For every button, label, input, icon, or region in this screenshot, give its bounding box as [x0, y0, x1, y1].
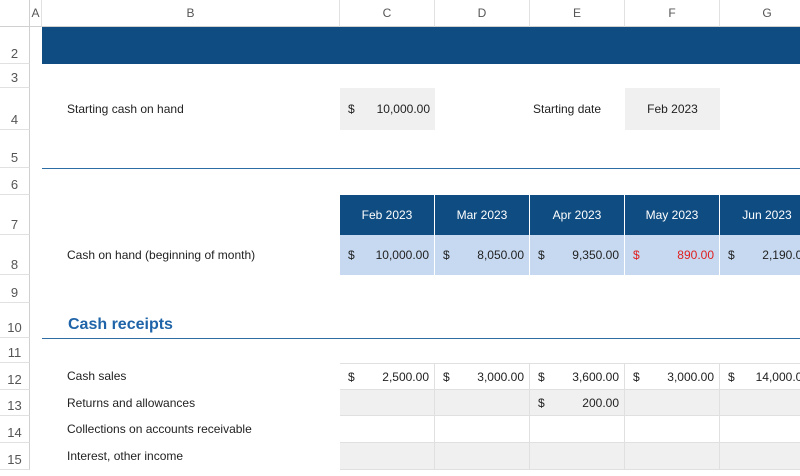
currency: $ — [728, 248, 735, 262]
amount: 2,500.00 — [382, 370, 429, 384]
month-header: Jun 2023 — [720, 195, 800, 235]
row-header: 11 — [0, 338, 30, 363]
cash-on-hand-cell: $2,190.00 — [720, 235, 800, 275]
currency: $ — [348, 248, 355, 262]
starting-cash-cell: $10,000.00 — [340, 88, 435, 130]
month-header: Apr 2023 — [530, 195, 625, 235]
row-header: 7 — [0, 195, 30, 235]
month-header: May 2023 — [625, 195, 720, 235]
receipt-cell — [435, 416, 530, 443]
label: Starting date — [533, 102, 602, 116]
column-header: D — [435, 0, 530, 27]
currency: $ — [633, 370, 640, 384]
row-header: 15 — [0, 443, 30, 470]
label: Returns and allowances — [67, 396, 196, 410]
month-header: Mar 2023 — [435, 195, 530, 235]
row-header: 2 — [0, 27, 30, 64]
currency: $ — [443, 248, 450, 262]
receipt-cell: $200.00 — [530, 390, 625, 416]
title-banner — [42, 27, 800, 64]
column-header: A — [30, 0, 42, 27]
row-header: 8 — [0, 235, 30, 275]
receipt-cell — [340, 416, 435, 443]
receipt-cell: $3,000.00 — [625, 363, 720, 390]
receipt-cell — [720, 443, 800, 470]
receipt-cell: $2,500.00 — [340, 363, 435, 390]
currency: $ — [633, 248, 640, 262]
label: Interest, other income — [67, 449, 184, 463]
receipt-cell: $14,000.00 — [720, 363, 800, 390]
row-header: 5 — [0, 130, 30, 168]
receipt-cell — [720, 390, 800, 416]
column-header: E — [530, 0, 625, 27]
currency: $ — [728, 370, 735, 384]
cash-on-hand-cell: $890.00 — [625, 235, 720, 275]
amount: 14,000.00 — [755, 370, 800, 384]
row-header: 12 — [0, 363, 30, 390]
currency: $ — [538, 396, 545, 410]
cash-on-hand-cell: $8,050.00 — [435, 235, 530, 275]
receipt-cell — [625, 443, 720, 470]
currency: $ — [348, 102, 355, 116]
label: Cash on hand (beginning of month) — [67, 248, 256, 262]
label: Starting cash on hand — [67, 102, 184, 116]
currency: $ — [443, 370, 450, 384]
receipt-cell — [340, 390, 435, 416]
divider — [42, 168, 800, 169]
amount: 3,000.00 — [667, 370, 714, 384]
amount: 8,050.00 — [477, 248, 524, 262]
column-header: C — [340, 0, 435, 27]
currency: $ — [348, 370, 355, 384]
section-title: Cash receipts — [68, 316, 173, 333]
row-header: 13 — [0, 390, 30, 416]
cash-on-hand-cell: $10,000.00 — [340, 235, 435, 275]
receipt-cell — [625, 416, 720, 443]
column-header: G — [720, 0, 800, 27]
column-header: F — [625, 0, 720, 27]
amount: 3,600.00 — [572, 370, 619, 384]
amount: 10,000.00 — [375, 248, 429, 262]
label: Collections on accounts receivable — [67, 422, 252, 436]
receipt-cell — [435, 390, 530, 416]
month-header: Feb 2023 — [340, 195, 435, 235]
row-header: 10 — [0, 303, 30, 338]
starting-date-cell: Feb 2023 — [625, 88, 720, 130]
receipt-cell — [720, 416, 800, 443]
receipt-cell: $3,000.00 — [435, 363, 530, 390]
corner — [0, 0, 30, 27]
cash-on-hand-cell: $9,350.00 — [530, 235, 625, 275]
divider — [42, 338, 800, 339]
amount: 200.00 — [582, 396, 619, 410]
currency: $ — [538, 370, 545, 384]
amount: 3,000.00 — [477, 370, 524, 384]
row-header: 6 — [0, 168, 30, 195]
row-header: 9 — [0, 275, 30, 303]
receipt-cell — [530, 443, 625, 470]
receipt-cell — [530, 416, 625, 443]
amount: 9,350.00 — [572, 248, 619, 262]
row-header: 3 — [0, 64, 30, 88]
amount: 2,190.00 — [762, 248, 800, 262]
label: Cash sales — [67, 369, 127, 383]
receipt-cell — [340, 443, 435, 470]
receipt-cell — [435, 443, 530, 470]
amount: 10,000.00 — [376, 102, 430, 116]
receipt-cell — [625, 390, 720, 416]
currency: $ — [538, 248, 545, 262]
receipt-cell: $3,600.00 — [530, 363, 625, 390]
row-header: 4 — [0, 88, 30, 130]
amount: 890.00 — [677, 248, 714, 262]
column-header: B — [42, 0, 340, 27]
row-header: 14 — [0, 416, 30, 443]
